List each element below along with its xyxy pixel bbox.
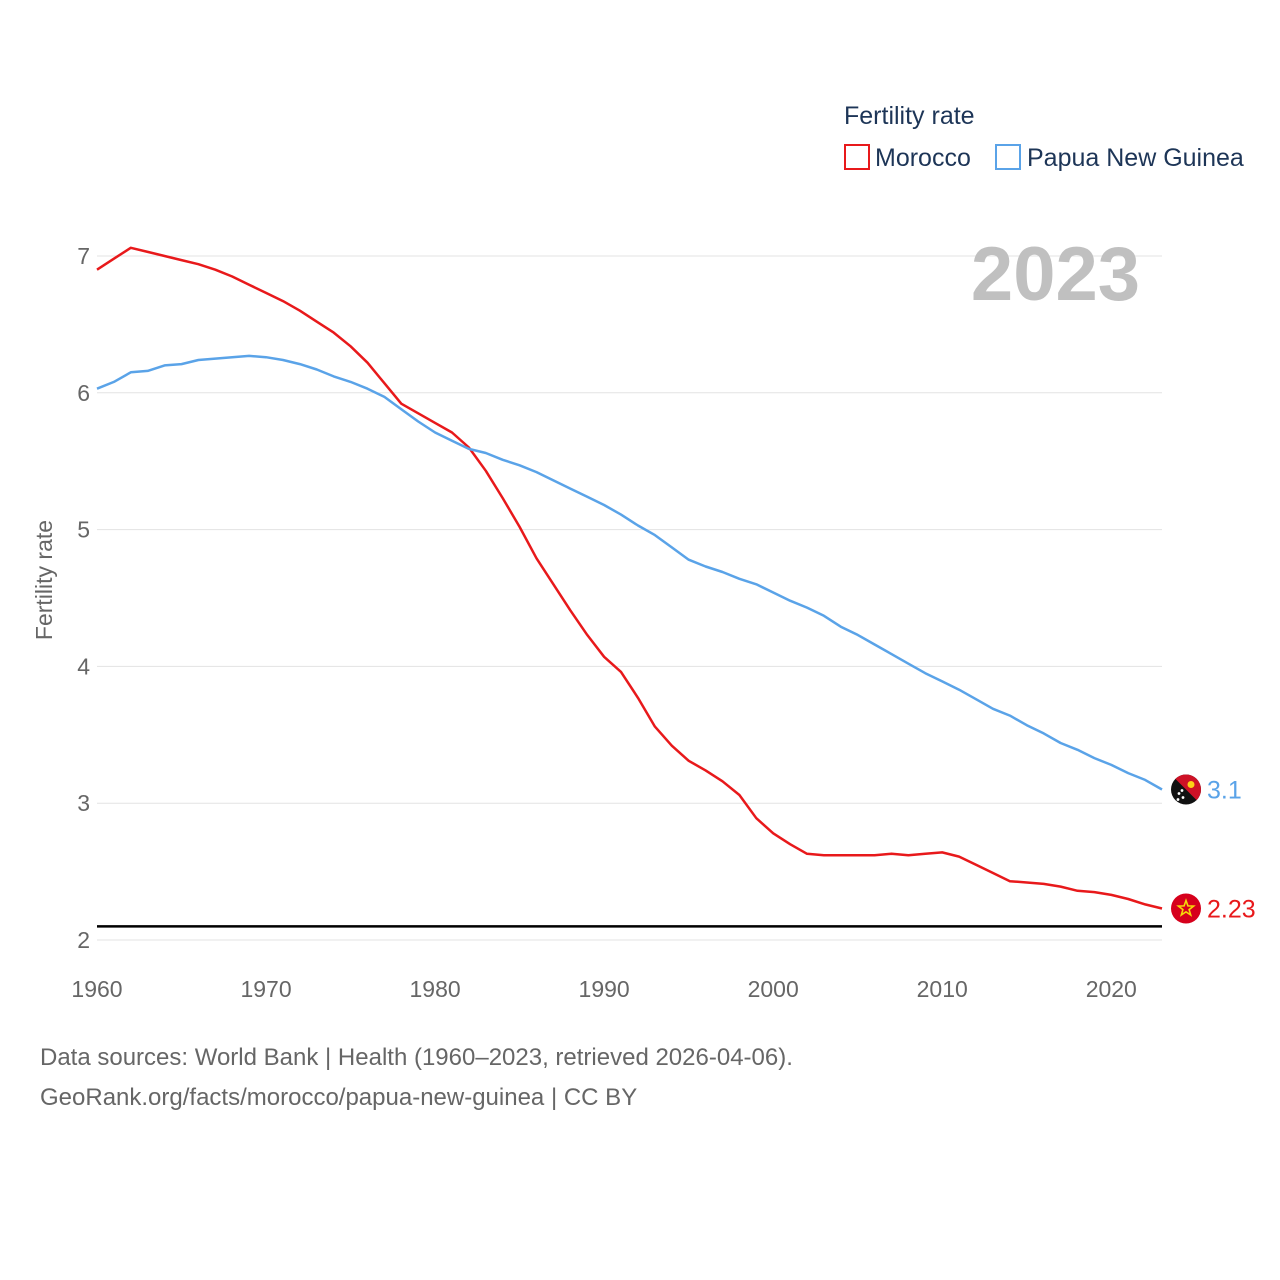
legend-item-papua-new-guinea[interactable]: Papua New Guinea (995, 144, 1244, 172)
morocco-flag-icon (1171, 893, 1201, 924)
source-line: Data sources: World Bank | Health (1960–… (40, 1044, 793, 1071)
x-tick-label: 2020 (1086, 976, 1137, 1002)
y-tick-label: 7 (77, 243, 90, 269)
y-axis-label: Fertility rate (31, 520, 57, 640)
legend-title: Fertility rate (844, 102, 975, 130)
legend: Fertility rate Morocco Papua New Guinea (844, 102, 1244, 172)
y-tick-label: 2 (77, 927, 90, 953)
legend-swatch-morocco (844, 144, 870, 170)
end-label-morocco: 2.23 (1207, 896, 1256, 924)
x-tick-label: 1990 (579, 976, 630, 1002)
legend-swatch-papua-new-guinea (995, 144, 1021, 170)
y-tick-label: 3 (77, 790, 90, 816)
series-lines (96, 246, 1163, 910)
end-label-papua-new-guinea: 3.1 (1207, 777, 1242, 805)
grid (97, 255, 1162, 941)
attribution-link[interactable]: GeoRank.org/facts/morocco/papua-new-guin… (40, 1084, 638, 1111)
y-tick-label: 6 (77, 380, 90, 406)
x-tick-label: 2000 (748, 976, 799, 1002)
axes: 2 3 4 5 6 7 1960 1970 1980 1990 2000 2010 2020 (71, 243, 1136, 1002)
legend-label-morocco: Morocco (875, 144, 971, 172)
x-tick-label: 2010 (917, 976, 968, 1002)
x-tick-label: 1960 (71, 976, 122, 1002)
legend-item-morocco[interactable]: Morocco (844, 144, 971, 172)
y-tick-label: 4 (77, 653, 90, 679)
y-tick-label: 5 (77, 517, 90, 543)
series-line-papua-new-guinea (96, 354, 1163, 791)
legend-label-papua-new-guinea: Papua New Guinea (1027, 144, 1244, 172)
x-tick-label: 1970 (240, 976, 291, 1002)
papua-new-guinea-flag-icon (1171, 774, 1201, 805)
series-line-morocco (96, 246, 1163, 910)
year-label: 2023 (971, 232, 1140, 317)
x-tick-label: 1980 (410, 976, 461, 1002)
